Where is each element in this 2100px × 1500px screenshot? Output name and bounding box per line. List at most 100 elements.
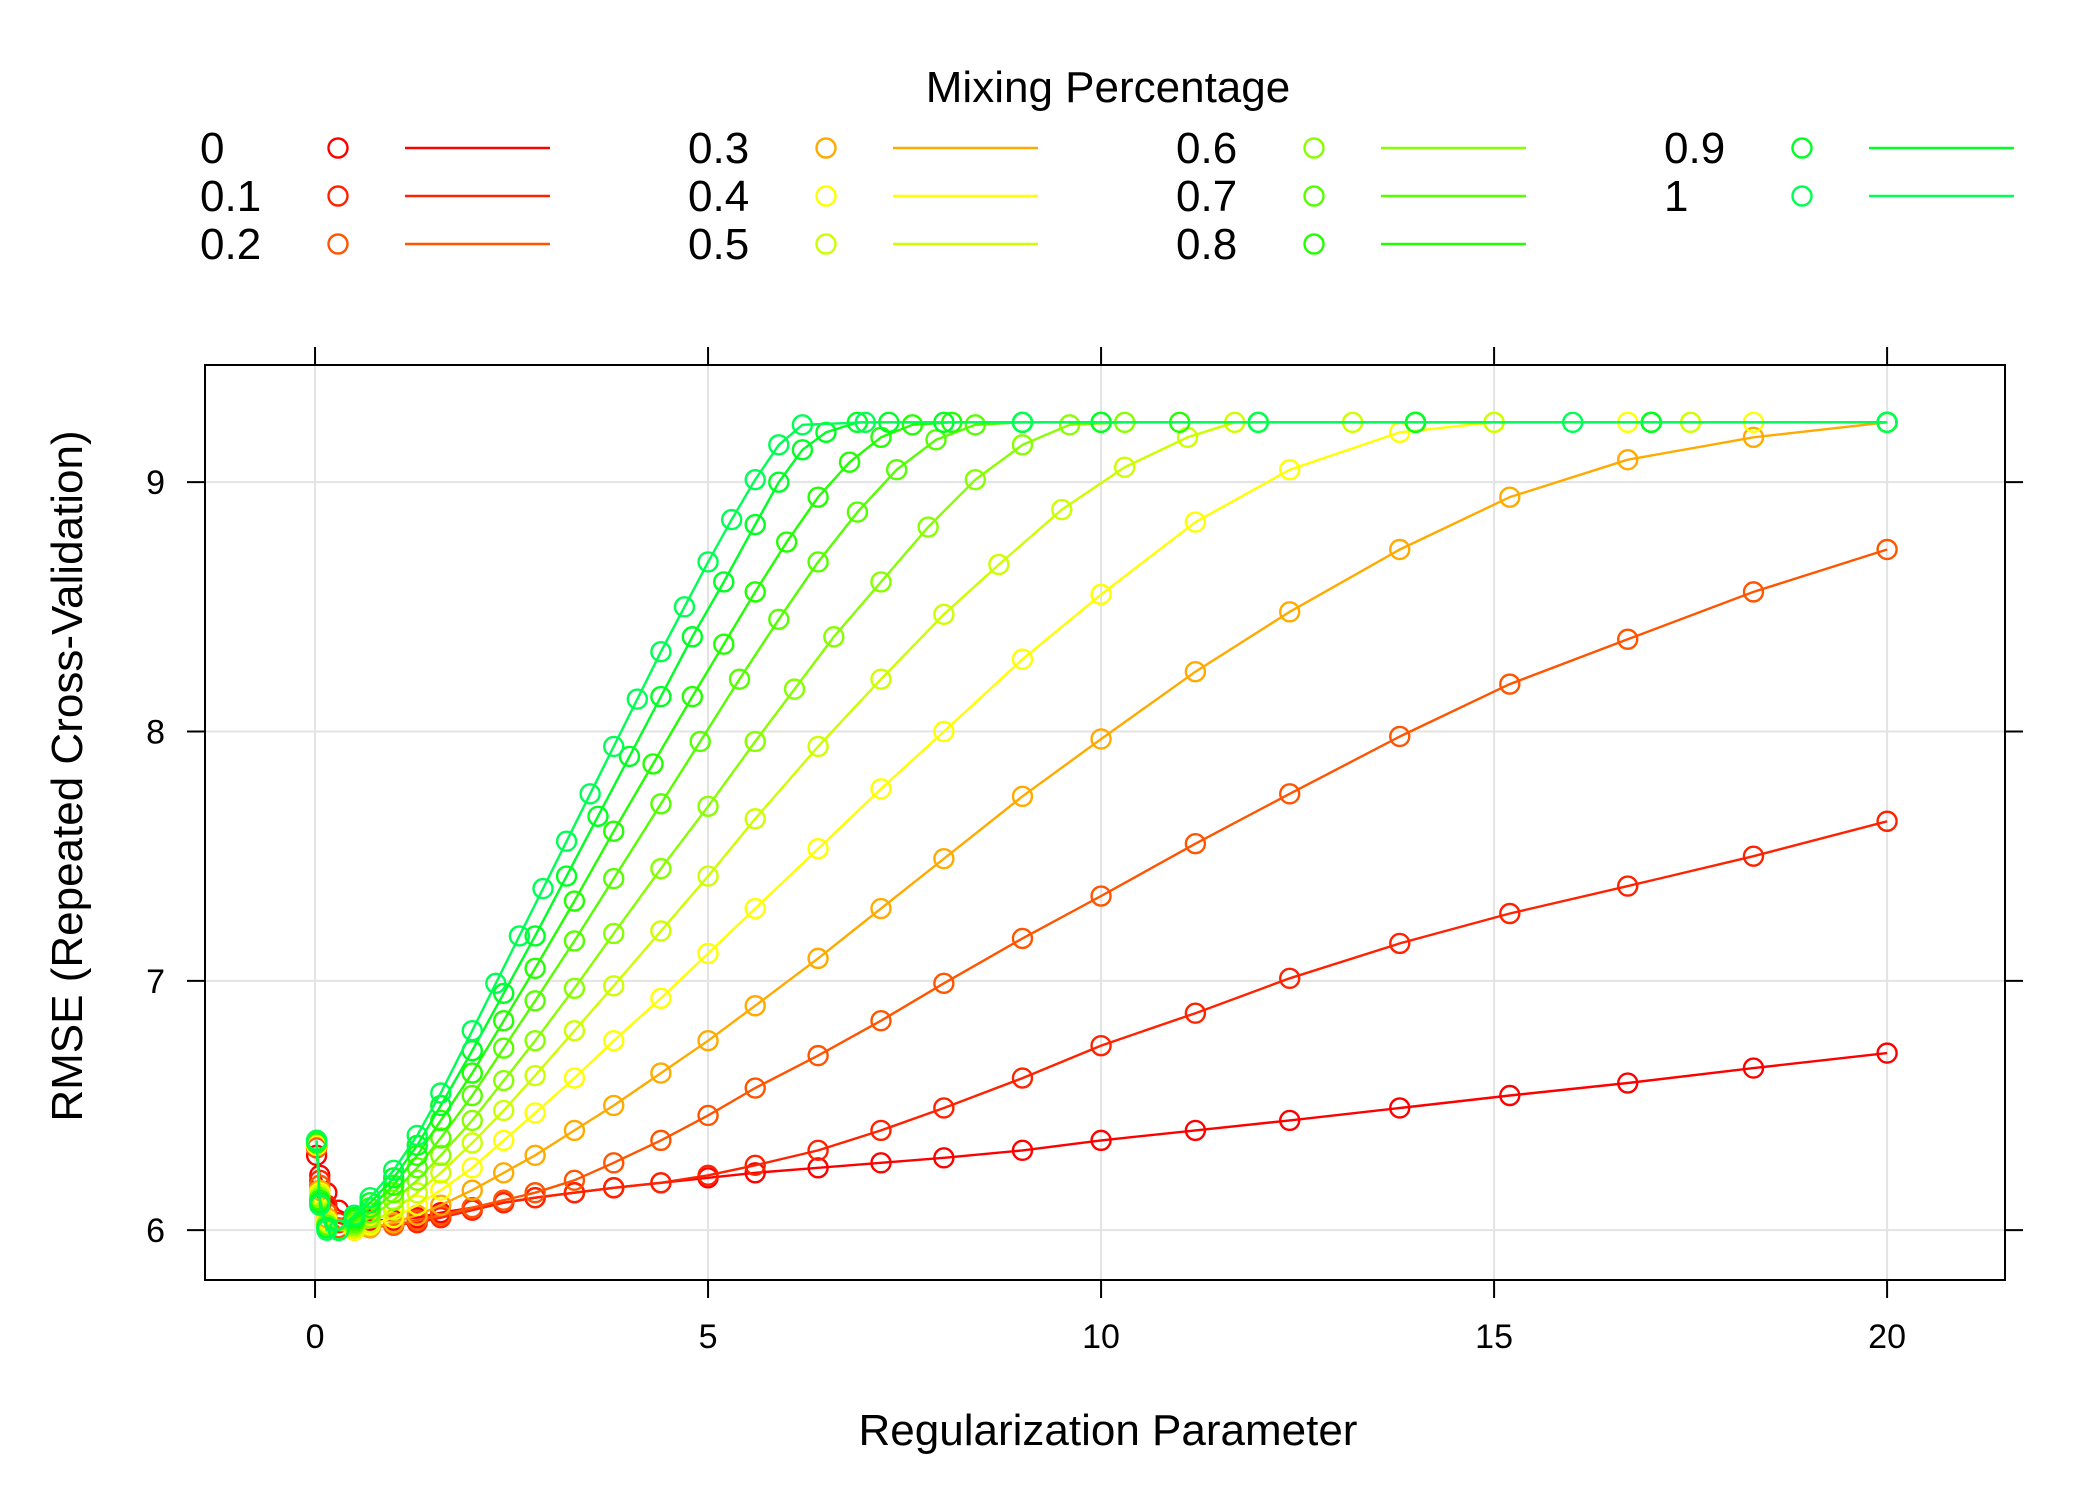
data-point xyxy=(492,1129,515,1152)
data-point xyxy=(1617,628,1639,650)
data-point xyxy=(406,1209,428,1231)
legend-entries: 00.10.2 0.30.40.5 0.60.70.8 0.91 xyxy=(200,124,2014,269)
data-point xyxy=(492,1037,515,1059)
data-point xyxy=(870,1152,892,1174)
data-point xyxy=(579,783,601,805)
data-point xyxy=(603,922,625,945)
data-point xyxy=(461,1132,483,1154)
data-point xyxy=(382,1206,405,1229)
data-point xyxy=(1499,486,1521,508)
data-point xyxy=(933,972,955,995)
data-point xyxy=(728,668,751,690)
data-point xyxy=(1389,725,1411,748)
data-point xyxy=(650,1062,672,1084)
data-point xyxy=(697,865,719,887)
data-point xyxy=(744,1077,766,1099)
data-point xyxy=(744,808,766,830)
data-point xyxy=(650,1172,672,1194)
data-point xyxy=(485,972,507,995)
legend-entry: 0.2 xyxy=(200,220,550,269)
data-point xyxy=(886,459,908,481)
data-point xyxy=(1011,1139,1034,1162)
data-point xyxy=(563,1019,586,1042)
data-point xyxy=(807,1157,829,1179)
data-point xyxy=(1876,411,1898,434)
data-point xyxy=(563,1182,586,1204)
data-point xyxy=(603,1177,625,1199)
data-point xyxy=(1184,1119,1207,1142)
data-point xyxy=(406,1124,428,1147)
data-point xyxy=(430,1194,452,1216)
data-point xyxy=(305,1129,328,1152)
data-point xyxy=(1058,414,1081,436)
y-tick-label: 8 xyxy=(146,713,165,751)
data-point xyxy=(563,1169,586,1191)
data-point xyxy=(768,471,790,493)
data-point xyxy=(1090,885,1112,907)
data-point xyxy=(382,1159,405,1181)
data-point xyxy=(430,1127,452,1149)
data-point xyxy=(744,1154,766,1177)
data-point xyxy=(430,1144,452,1167)
data-point xyxy=(563,1067,586,1089)
data-point xyxy=(406,1194,428,1216)
data-point xyxy=(1279,459,1301,481)
data-point xyxy=(1389,932,1411,955)
legend-entry: 0.7 xyxy=(1176,172,1526,221)
data-point xyxy=(933,1147,955,1169)
data-point xyxy=(650,1129,672,1152)
legend-label: 0.5 xyxy=(688,220,749,269)
legend-entry: 1 xyxy=(1664,172,2014,221)
x-tick-label: 15 xyxy=(1475,1318,1513,1356)
data-point xyxy=(603,1094,625,1117)
data-point xyxy=(650,793,672,815)
data-point xyxy=(964,414,987,436)
data-point xyxy=(697,795,719,817)
data-point xyxy=(650,685,672,708)
grid xyxy=(205,365,2005,1280)
legend-marker xyxy=(1303,137,1325,159)
data-point xyxy=(492,1010,515,1032)
plot-area: 0 5 10 15 20 6 7 8 9 xyxy=(146,347,2023,1356)
legend-entry: 0.9 xyxy=(1664,124,2014,173)
data-point xyxy=(783,678,806,700)
legend-entry: 0.3 xyxy=(688,124,1038,173)
data-point xyxy=(681,626,704,648)
legend-entry: 0.5 xyxy=(688,220,1038,269)
data-point xyxy=(1389,1097,1411,1119)
data-point xyxy=(524,1029,546,1052)
x-tick-label: 0 xyxy=(306,1318,325,1356)
data-point xyxy=(697,1164,719,1186)
legend-marker xyxy=(815,185,837,207)
data-point xyxy=(618,745,641,768)
legend-title: Mixing Percentage xyxy=(926,63,1290,112)
data-point xyxy=(917,516,939,538)
data-point xyxy=(838,451,861,473)
data-point xyxy=(1876,810,1898,832)
legend-label: 0.8 xyxy=(1176,220,1237,269)
data-point xyxy=(309,1194,331,1216)
series-layer xyxy=(305,411,1898,1241)
data-point xyxy=(933,720,955,743)
data-point xyxy=(744,513,766,536)
data-point xyxy=(697,1029,719,1052)
data-point xyxy=(1011,927,1034,950)
axes: 0 5 10 15 20 6 7 8 9 xyxy=(146,347,2023,1356)
legend-label: 1 xyxy=(1664,172,1688,221)
legend-label: 0.6 xyxy=(1176,124,1237,173)
legend-marker xyxy=(815,137,837,159)
data-point xyxy=(1011,434,1034,456)
data-point xyxy=(603,975,625,997)
data-point xyxy=(343,1204,366,1226)
data-point xyxy=(492,1189,515,1211)
x-tick-label: 5 xyxy=(699,1318,718,1356)
legend-entry: 0.8 xyxy=(1176,220,1526,269)
data-point xyxy=(933,1097,955,1119)
legend-entry: 0.4 xyxy=(688,172,1038,221)
legend-label: 0.2 xyxy=(200,220,261,269)
data-point xyxy=(1876,1042,1898,1064)
data-point xyxy=(1279,967,1301,990)
data-point xyxy=(807,1139,829,1162)
data-point xyxy=(524,1187,546,1209)
